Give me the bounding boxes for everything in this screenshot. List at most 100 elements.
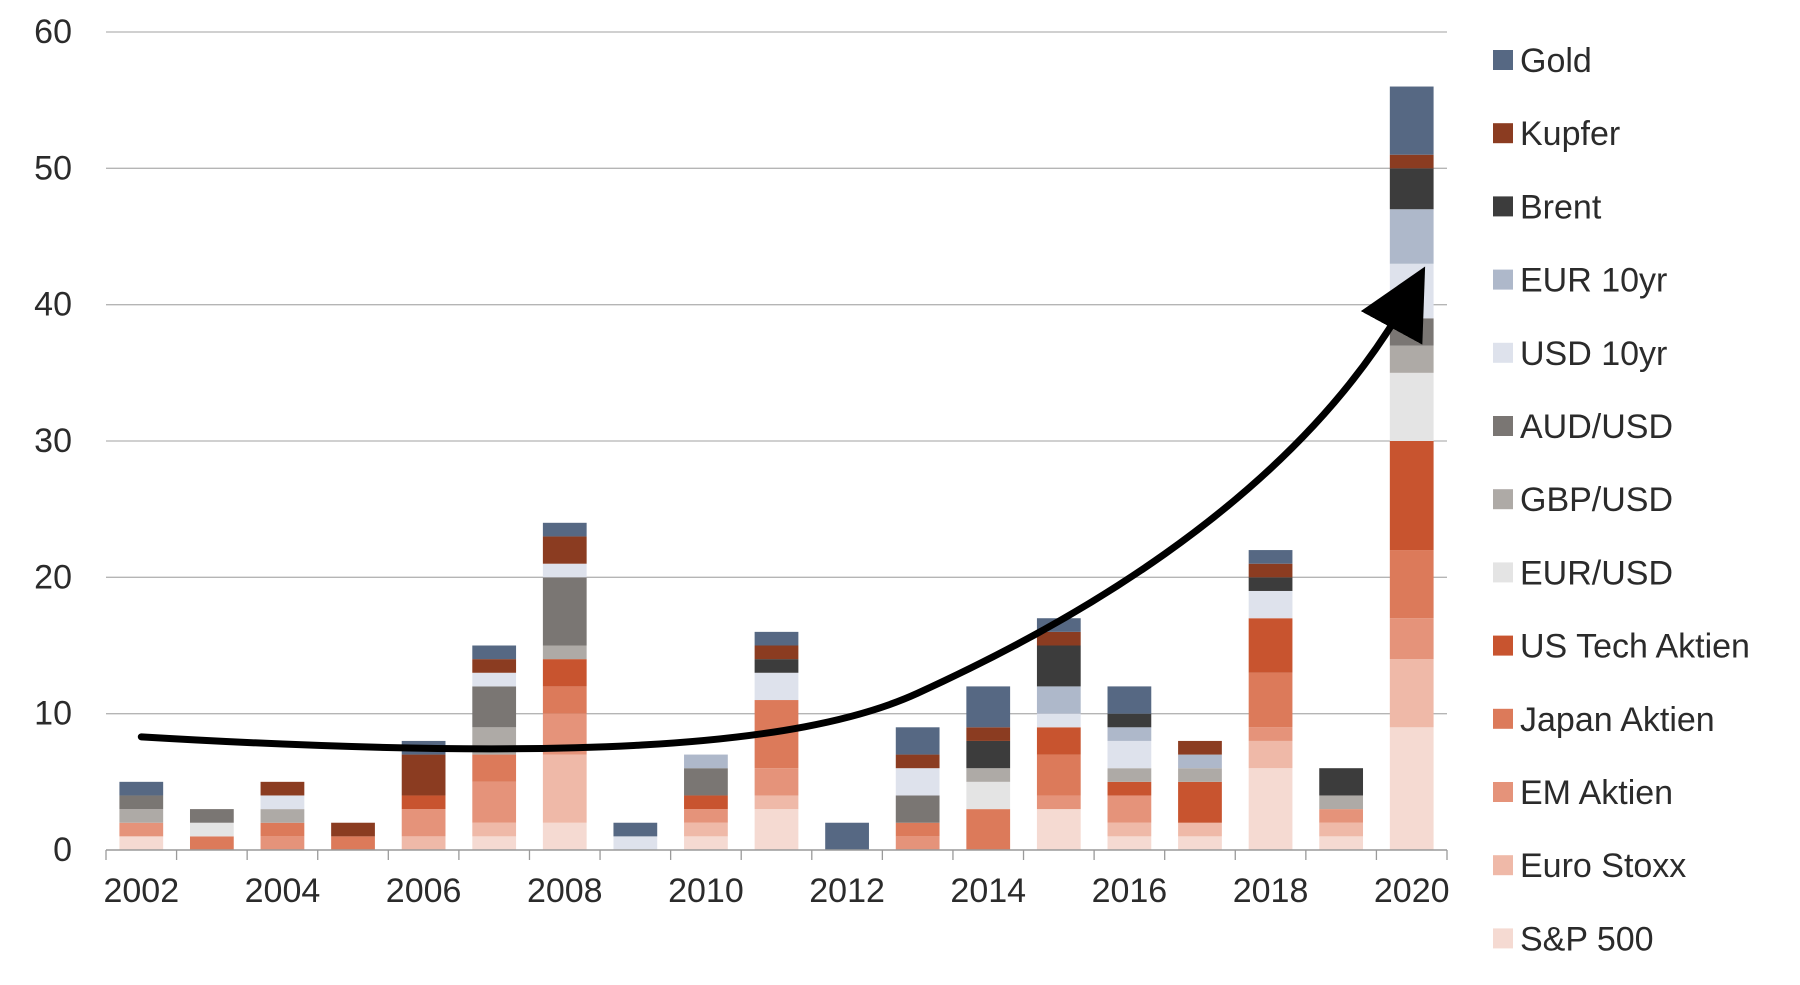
bar-segment [472,781,517,823]
bar-segment [472,659,517,673]
bar-segment [684,809,728,823]
x-tick-label: 2010 [668,872,744,910]
bar-segment [472,645,517,660]
bar-stack-2008 [542,522,587,850]
legend-swatch [1493,489,1513,510]
bar-segment [1036,713,1081,728]
bar-segment [401,809,446,837]
bar-segment [119,795,164,810]
legend-swatch [1493,269,1513,290]
bar-segment [260,809,305,823]
bar-stack-2007 [472,645,517,850]
bar-segment [260,822,305,837]
bar-segment [1036,727,1081,755]
bar-segment [613,836,658,850]
bar-segment [1248,550,1293,564]
bar-segment [1107,713,1152,728]
legend-label: S&P 500 [1520,920,1654,958]
legend-swatch [1493,50,1513,70]
bar-segment [472,754,517,782]
bar-segment [401,754,446,796]
legend-item: Kupfer [1493,115,1620,153]
bar-segment [684,836,728,850]
legend-label: EUR/USD [1520,554,1673,592]
legend-item: Japan Aktien [1493,701,1715,739]
legend-item: GBP/USD [1493,481,1673,519]
legend-label: USD 10yr [1520,335,1667,373]
bar-segment [895,822,940,837]
bar-segment [1036,645,1081,687]
bar-segment [119,822,164,837]
bar-segment [1036,754,1081,796]
x-tick-label: 2016 [1092,872,1168,910]
legend-swatch [1493,416,1513,436]
bar-segment [684,768,728,796]
bar-segment [472,822,517,837]
bar-segment [966,809,1011,850]
legend-item: Euro Stoxx [1493,847,1686,885]
bar-segment [895,836,940,850]
bar-segment [260,836,305,850]
bar-segment [1389,618,1434,660]
bar-segment [1107,836,1152,850]
bar-segment [1389,659,1434,728]
bar-stack-2016 [1107,686,1152,850]
legend-label: EUR 10yr [1520,262,1667,300]
x-axis [105,849,1448,860]
legend-swatch [1493,196,1513,217]
y-tick-label: 40 [34,286,72,324]
bar-segment [1107,795,1152,823]
y-tick-label: 60 [34,13,72,51]
y-tick-label: 0 [53,831,72,869]
bar-stack-2017 [1178,740,1222,850]
legend-item: S&P 500 [1493,920,1654,958]
legend-swatch [1493,928,1513,949]
x-tick-label: 2014 [950,872,1026,910]
bar-stack-2014 [966,686,1011,850]
bar-segment [754,795,799,810]
bar-segment [331,836,375,850]
legend-swatch [1493,782,1513,802]
bar-segment [966,768,1011,782]
bar-segment [754,659,799,673]
bar-segment [1389,727,1434,850]
bar-segment [1248,672,1293,728]
bar-stack-2006 [401,740,446,850]
bar-segment [331,822,375,837]
legend-item: US Tech Aktien [1493,628,1750,666]
bar-segment [1178,768,1222,782]
bar-segment [966,686,1011,728]
bar-segment [1248,618,1293,673]
bar-segment [542,563,587,578]
legend-label: AUD/USD [1520,408,1673,446]
x-tick-label: 2002 [103,872,179,910]
bar-segment [1248,563,1293,578]
bar-stack-2009 [613,822,658,850]
bar-segment [472,836,517,850]
legend-swatch [1493,635,1513,656]
bar-segment [1248,740,1293,769]
bar-segment [1248,727,1293,741]
bar-segment [1319,822,1364,837]
legend-item: USD 10yr [1493,335,1667,373]
x-tick-label: 2012 [809,872,885,910]
bar-segment [613,822,658,837]
bar-segment [189,836,234,850]
bar-segment [542,536,587,564]
legend-label: Japan Aktien [1520,701,1715,739]
bar-segment [684,822,728,837]
legend-swatch [1493,342,1513,363]
bar-segment [684,795,728,810]
legend-label: Brent [1520,188,1602,226]
bar-segment [1319,795,1364,810]
legend-label: EM Aktien [1520,774,1673,812]
legend-item: EUR 10yr [1493,262,1667,300]
bar-segment [1389,441,1434,551]
bar-segment [966,727,1011,741]
x-tick-label: 2004 [245,872,321,910]
bar-segment [542,686,587,714]
x-tick-label: 2006 [386,872,462,910]
bar-segment [472,686,517,728]
